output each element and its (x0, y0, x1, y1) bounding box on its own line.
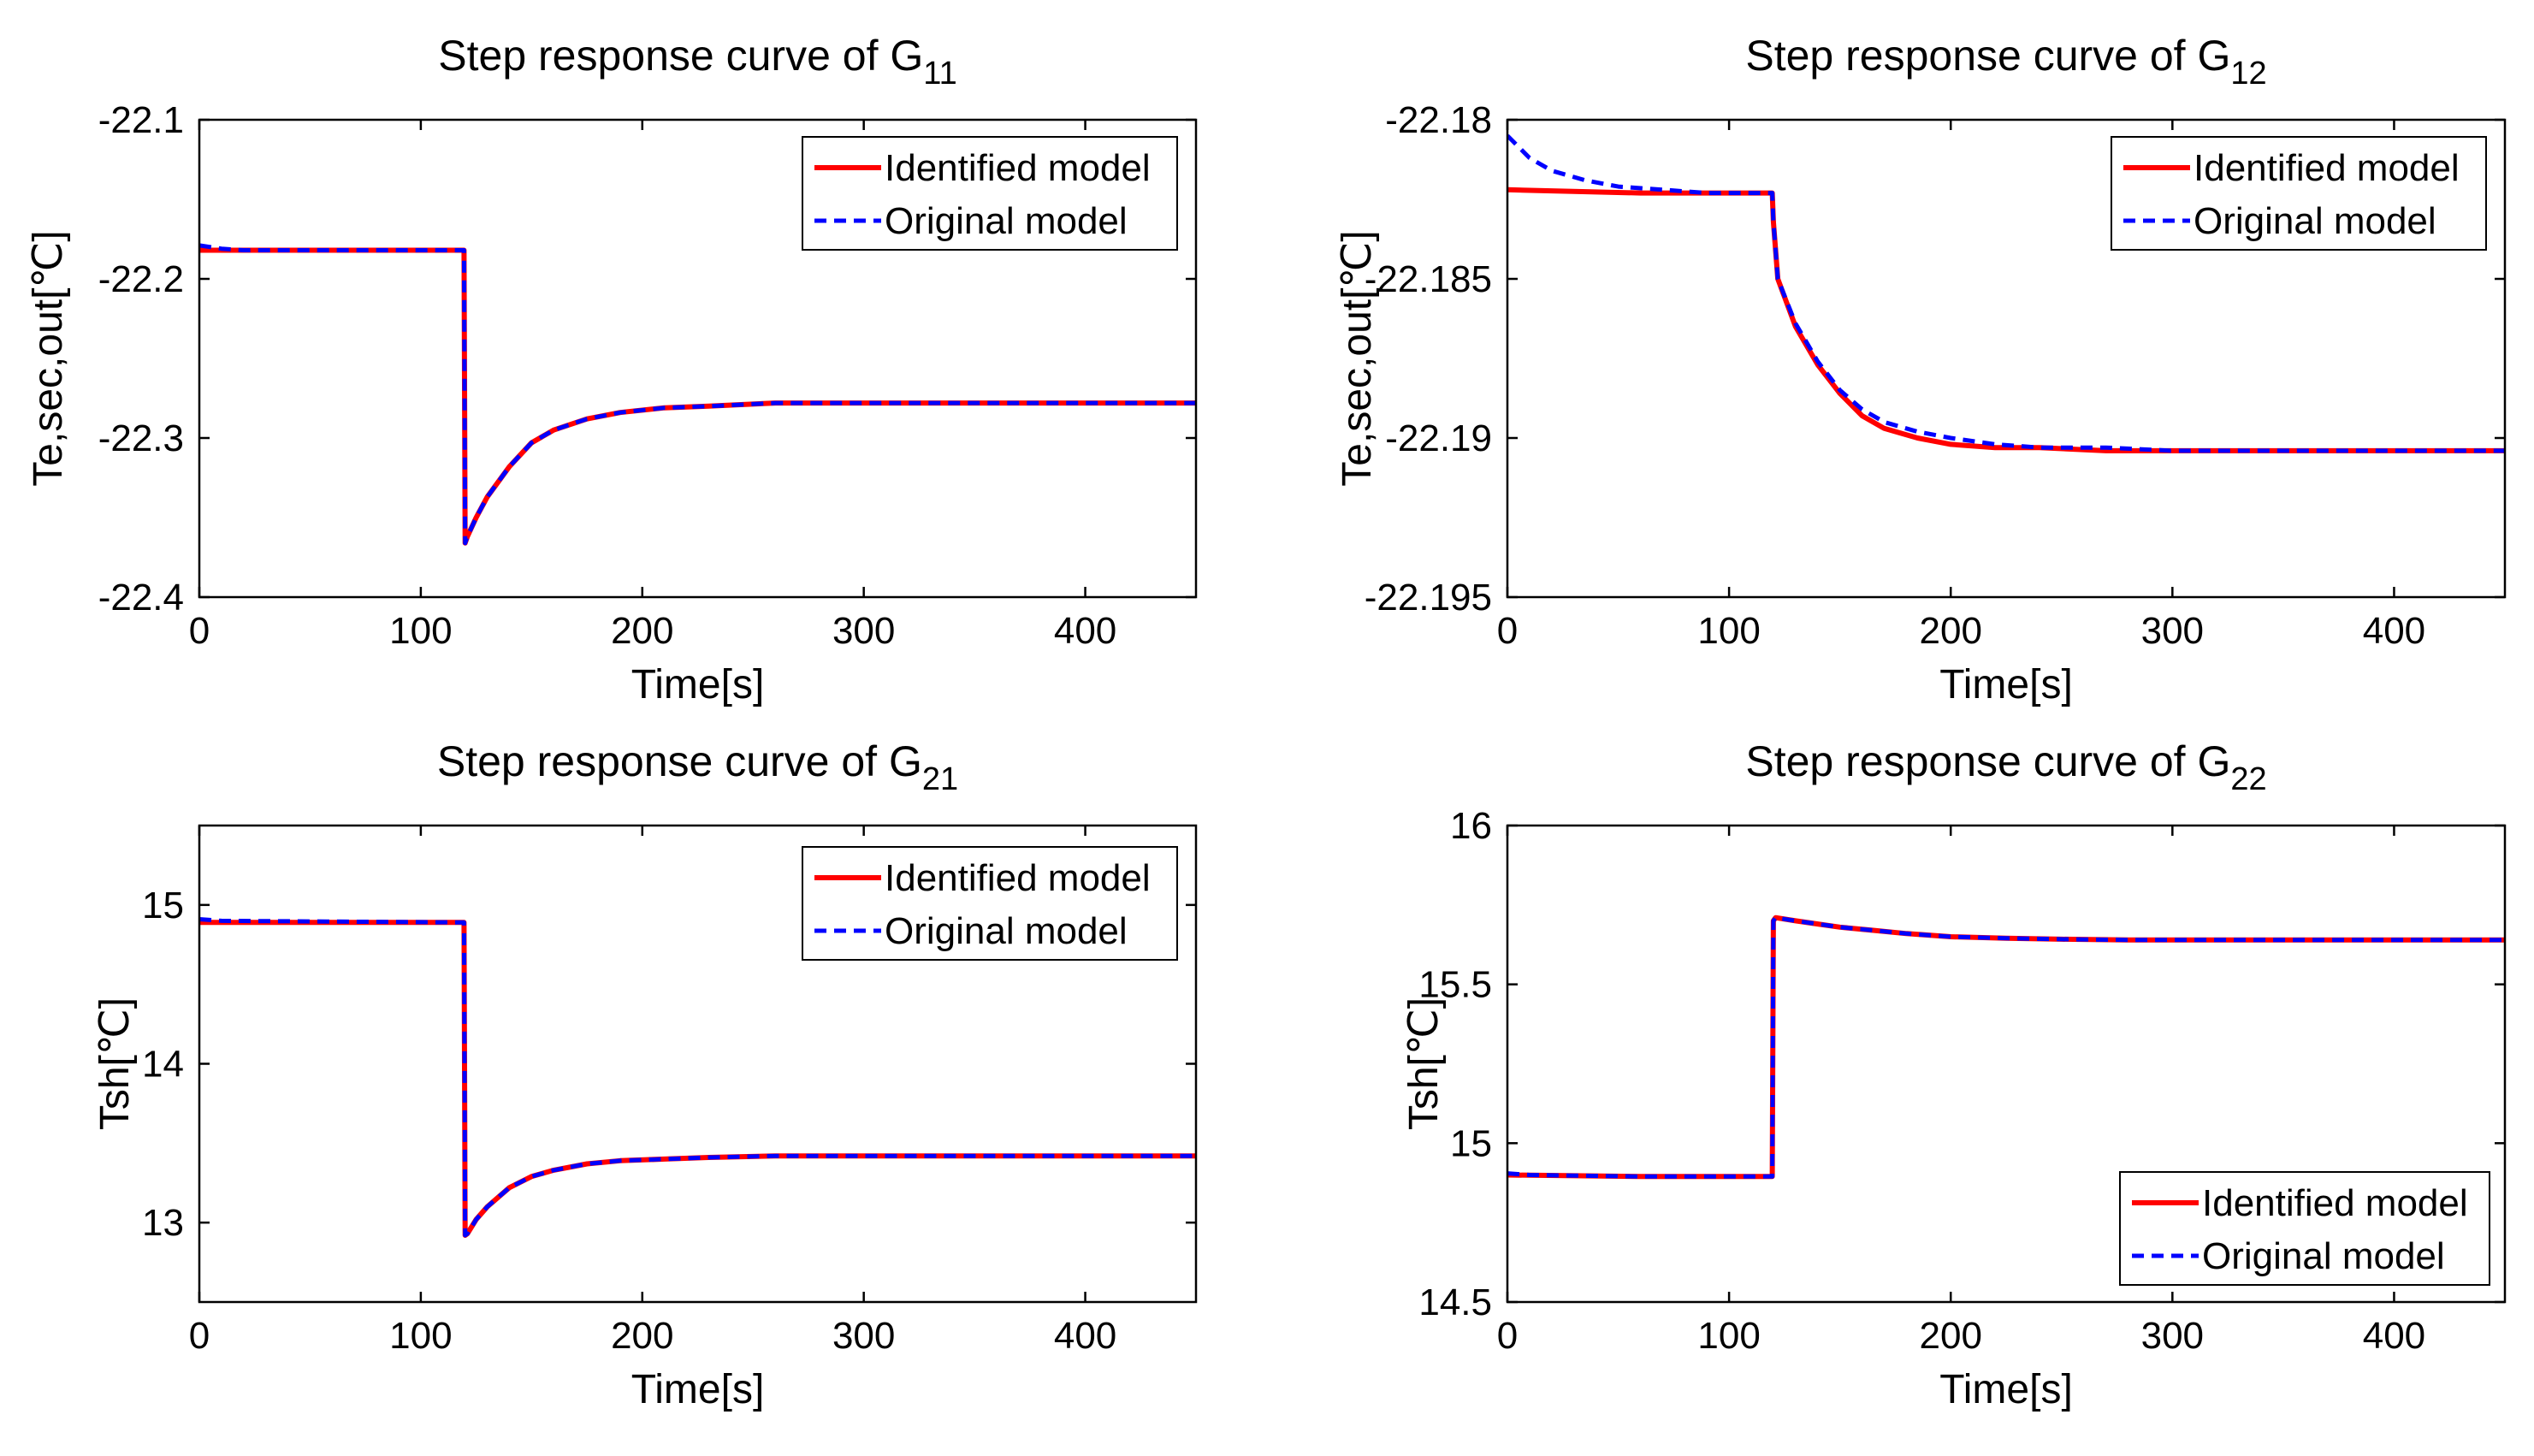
plot-title: Step response curve of G21 (437, 737, 958, 797)
x-tick-label: 300 (832, 610, 895, 652)
x-axis-label: Time[s] (1939, 662, 2073, 707)
legend: Identified model Original model (2119, 1171, 2490, 1286)
original-model-line (1507, 915, 2505, 1179)
identified-model-line (1507, 914, 2505, 1180)
x-tick-label: 300 (2141, 1315, 2204, 1357)
x-tick-label: 100 (1697, 1315, 1760, 1357)
y-tick-label: -22.185 (1365, 258, 1492, 300)
plot-title-main: Step response curve of G (1745, 737, 2230, 785)
legend: Identified model Original model (802, 846, 1178, 961)
y-tick-label: -22.3 (98, 417, 184, 459)
subplot-g21: Step response curve of G21 0 100 200 300 400 1… (92, 737, 1198, 1412)
legend-box (2119, 1171, 2490, 1286)
y-tick-label: -22.1 (98, 99, 184, 141)
x-tick-label: 0 (1497, 610, 1518, 652)
plot-title: Step response curve of G12 (1745, 32, 2266, 92)
y-axis-label: Te,sec,out[℃] (1335, 230, 1380, 486)
x-tick-label: 400 (2363, 610, 2425, 652)
y-tick-label: -22.4 (98, 577, 184, 619)
plot-title-main: Step response curve of G (438, 32, 923, 80)
y-tick-label: 15 (1450, 1122, 1492, 1164)
y-axis-label: Te,sec,out[℃] (26, 230, 71, 486)
legend-label: Original model (2194, 200, 2436, 242)
legend-label: Original model (885, 910, 1128, 952)
y-tick-label: 13 (142, 1202, 184, 1244)
plot-title-main: Step response curve of G (437, 737, 922, 785)
subplot-g11: Step response curve of G11 0 100 200 300 400 -… (26, 32, 1198, 707)
subplot-g22: Step response curve of G22 0 100 200 300 400 1… (1401, 737, 2507, 1412)
y-tick-label: 14 (142, 1044, 184, 1086)
y-tick-label: 14.5 (1418, 1281, 1492, 1323)
axes-box (1506, 118, 2507, 599)
x-tick-label: 100 (389, 1315, 452, 1357)
identified-model-line (1507, 186, 2505, 453)
x-tick-label: 0 (189, 1315, 210, 1357)
y-tick-label: 15.5 (1418, 964, 1492, 1006)
legend-label: Identified model (2202, 1182, 2468, 1224)
plot-title: Step response curve of G11 (438, 32, 956, 92)
axes-box (198, 118, 1198, 599)
identified-model-line (199, 247, 1196, 546)
original-model-line (199, 917, 1196, 1238)
legend: Identified model Original model (2111, 136, 2487, 251)
original-model-line (1507, 133, 2505, 453)
plot-title-subscript: 12 (2230, 56, 2266, 92)
legend-box (802, 846, 1178, 961)
x-tick-label: 400 (1054, 1315, 1116, 1357)
y-tick-label: 15 (142, 885, 184, 926)
legend-label: Identified model (2194, 147, 2460, 189)
plot-title: Step response curve of G22 (1745, 737, 2266, 797)
legend-label: Original model (885, 200, 1128, 242)
x-tick-label: 200 (1920, 1315, 1982, 1357)
axes-box (1506, 824, 2507, 1304)
legend-box (2111, 136, 2487, 251)
legend-label: Identified model (885, 857, 1151, 899)
plot-title-subscript: 22 (2230, 761, 2266, 797)
x-tick-label: 100 (389, 610, 452, 652)
y-tick-label: -22.2 (98, 258, 184, 300)
x-axis-label: Time[s] (1939, 1367, 2073, 1412)
x-tick-label: 100 (1697, 610, 1760, 652)
legend-label: Original model (2202, 1235, 2445, 1277)
y-tick-label: 16 (1450, 805, 1492, 847)
x-tick-label: 200 (1920, 610, 1982, 652)
y-tick-label: -22.195 (1365, 577, 1492, 619)
identified-model-line (199, 920, 1196, 1238)
y-axis-label: Tsh[℃] (1401, 997, 1447, 1130)
x-tick-label: 200 (611, 1315, 673, 1357)
plot-title-subscript: 21 (922, 761, 958, 797)
legend-label: Identified model (885, 147, 1151, 189)
plot-title-main: Step response curve of G (1745, 32, 2230, 80)
y-tick-label: -22.19 (1385, 417, 1492, 459)
original-model-line (199, 243, 1196, 546)
x-tick-label: 0 (1497, 1315, 1518, 1357)
x-axis-label: Time[s] (631, 1367, 765, 1412)
plot-title-subscript: 11 (923, 56, 956, 92)
x-tick-label: 0 (189, 610, 210, 652)
legend: Identified model Original model (802, 136, 1178, 251)
y-tick-label: -22.18 (1385, 99, 1492, 141)
x-tick-label: 400 (2363, 1315, 2425, 1357)
x-tick-label: 400 (1054, 610, 1116, 652)
x-tick-label: 200 (611, 610, 673, 652)
legend-box (802, 136, 1178, 251)
subplot-g12: Step response curve of G12 0 100 200 300 400 -… (1335, 32, 2507, 707)
x-tick-label: 300 (2141, 610, 2204, 652)
y-axis-label: Tsh[℃] (92, 997, 138, 1130)
x-axis-label: Time[s] (631, 662, 765, 707)
x-tick-label: 300 (832, 1315, 895, 1357)
